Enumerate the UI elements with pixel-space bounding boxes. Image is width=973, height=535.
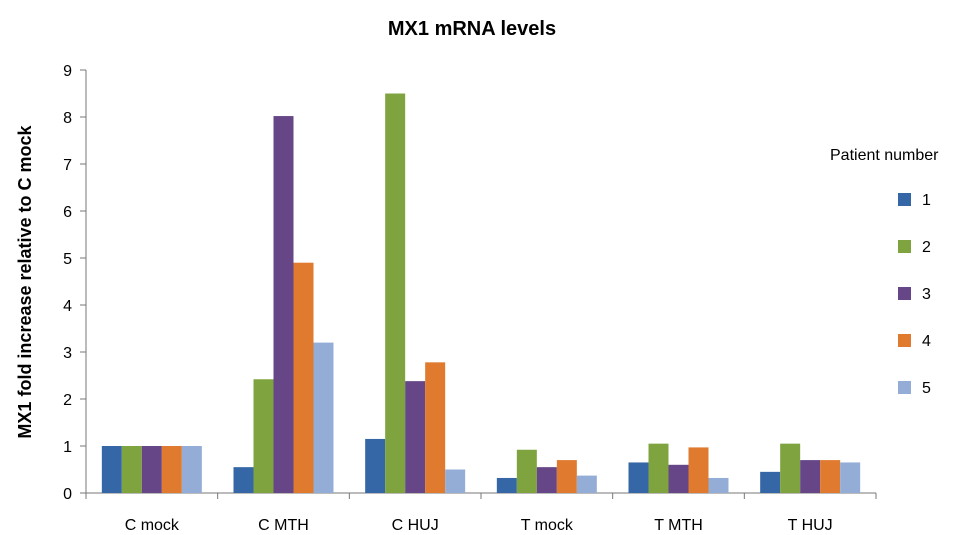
y-tick-label: 6 bbox=[63, 204, 72, 221]
bar-t-huj-patient-3 bbox=[800, 460, 821, 493]
y-tick-label: 8 bbox=[63, 110, 72, 127]
bar-t-huj-patient-2 bbox=[780, 443, 801, 493]
bar-c-huj-patient-2 bbox=[385, 93, 406, 493]
legend-swatch-5 bbox=[898, 381, 911, 394]
bar-t-mock-patient-5 bbox=[576, 475, 597, 493]
x-tick-label: C MTH bbox=[258, 517, 309, 534]
bar-c-huj-patient-5 bbox=[445, 469, 466, 493]
bar-t-mth-patient-3 bbox=[668, 464, 689, 493]
y-tick-label: 9 bbox=[63, 63, 72, 80]
bar-c-mth-patient-2 bbox=[253, 379, 274, 493]
x-tick-label: C mock bbox=[125, 517, 180, 534]
bar-c-mth-patient-3 bbox=[273, 116, 294, 493]
bar-c-mock-patient-5 bbox=[181, 446, 202, 493]
axes bbox=[85, 70, 876, 494]
legend-label-5: 5 bbox=[922, 380, 931, 397]
bar-c-huj-patient-4 bbox=[425, 362, 446, 493]
y-tick-label: 3 bbox=[63, 345, 72, 362]
bar-t-mth-patient-5 bbox=[708, 477, 729, 493]
legend-swatch-3 bbox=[898, 287, 911, 300]
bar-t-mock-patient-4 bbox=[556, 460, 577, 493]
y-tick-label: 4 bbox=[63, 298, 72, 315]
bar-c-mth-patient-4 bbox=[293, 262, 314, 493]
bar-c-huj-patient-1 bbox=[365, 438, 386, 493]
bar-c-mock-patient-1 bbox=[101, 446, 122, 493]
bar-c-mock-patient-4 bbox=[161, 446, 182, 493]
bar-t-mth-patient-4 bbox=[688, 447, 709, 493]
legend-swatch-2 bbox=[898, 240, 911, 253]
legend-title: Patient number bbox=[830, 147, 939, 164]
legend-label-2: 2 bbox=[922, 239, 931, 256]
y-tick-label: 2 bbox=[63, 392, 72, 409]
bar-t-mth-patient-2 bbox=[648, 443, 669, 493]
legend: Patient number 1 2 3 4 5 bbox=[830, 147, 939, 397]
bar-c-mth-patient-5 bbox=[313, 342, 334, 493]
y-ticks: 0 1 2 3 4 5 6 7 8 9 bbox=[63, 63, 86, 503]
x-tick-label: T mock bbox=[521, 517, 574, 534]
bar-c-mock-patient-2 bbox=[121, 446, 142, 493]
bar-c-mth-patient-1 bbox=[233, 467, 254, 493]
legend-label-1: 1 bbox=[922, 192, 931, 209]
bar-t-mock-patient-3 bbox=[536, 467, 557, 493]
y-tick-label: 0 bbox=[63, 486, 72, 503]
bar-t-huj-patient-4 bbox=[820, 460, 841, 493]
bar-t-mth-patient-1 bbox=[628, 462, 649, 493]
y-axis-label: MX1 fold increase relative to C mock bbox=[15, 124, 35, 438]
legend-label-4: 4 bbox=[922, 333, 931, 350]
x-tick-label: T MTH bbox=[654, 517, 703, 534]
bar-t-huj-patient-5 bbox=[840, 462, 861, 493]
x-tick-label: C HUJ bbox=[392, 517, 439, 534]
bar-t-mock-patient-2 bbox=[516, 449, 537, 493]
legend-swatch-1 bbox=[898, 193, 911, 206]
x-ticks: C mock C MTH C HUJ T mock T MTH T HUJ bbox=[85, 493, 877, 534]
y-tick-label: 7 bbox=[63, 157, 72, 174]
bar-c-mock-patient-3 bbox=[141, 446, 162, 493]
legend-swatch-4 bbox=[898, 334, 911, 347]
x-tick-label: T HUJ bbox=[788, 517, 833, 534]
bar-c-huj-patient-3 bbox=[405, 381, 426, 493]
bar-t-mock-patient-1 bbox=[496, 477, 517, 493]
bars bbox=[101, 93, 861, 493]
y-tick-label: 5 bbox=[63, 251, 72, 268]
legend-label-3: 3 bbox=[922, 286, 931, 303]
chart-title: MX1 mRNA levels bbox=[388, 18, 556, 40]
bar-t-huj-patient-1 bbox=[760, 471, 781, 493]
y-tick-label: 1 bbox=[63, 439, 72, 456]
